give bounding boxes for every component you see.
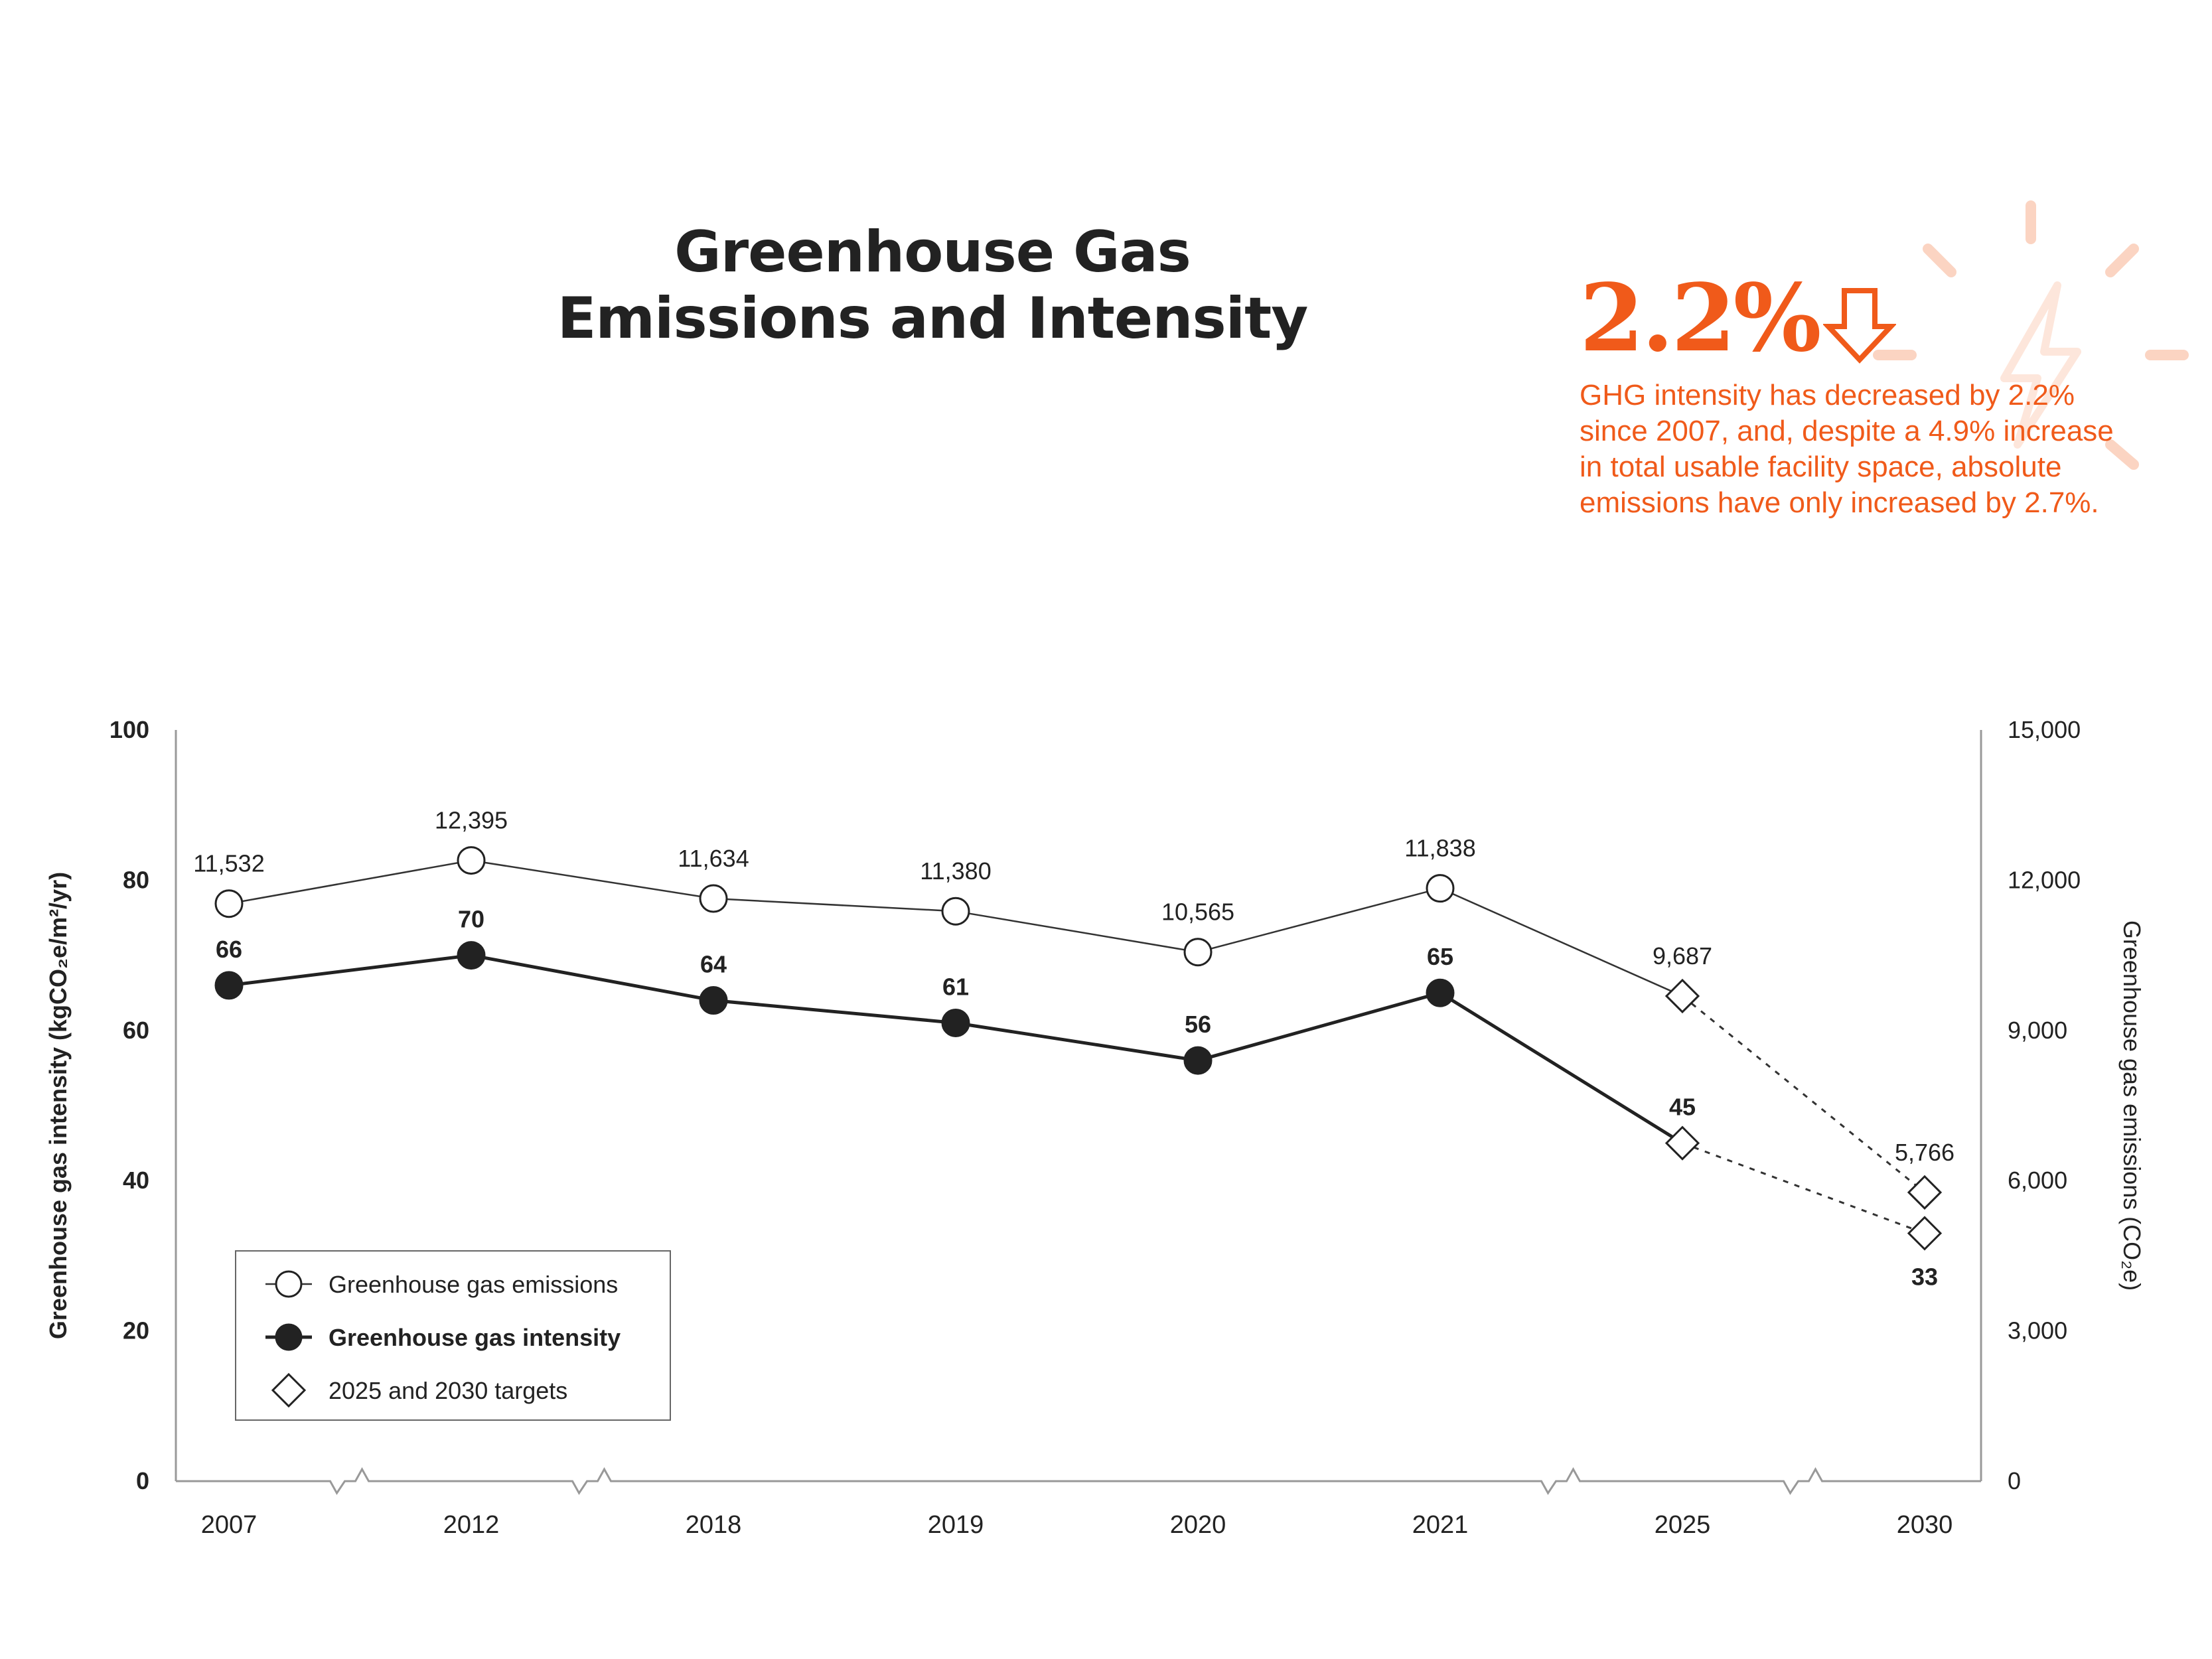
intensity-data-label: 56 bbox=[1185, 1011, 1211, 1038]
intensity-data-label: 33 bbox=[1911, 1263, 1938, 1290]
x-tick-label: 2021 bbox=[1412, 1511, 1469, 1539]
emissions-data-label: 11,838 bbox=[1404, 835, 1475, 862]
intensity-data-label: 66 bbox=[216, 936, 242, 963]
chart-labels: 11,532 66 12,395 70 11,634 64 11,380 61 10,565 56… bbox=[193, 807, 1954, 1291]
legend-filled-circle-icon bbox=[275, 1323, 303, 1351]
intensity-point bbox=[457, 941, 486, 970]
emissions-data-label: 10,565 bbox=[1161, 899, 1234, 926]
title-line-1: Greenhouse Gas bbox=[674, 219, 1191, 285]
callout-value: 2.2% bbox=[1580, 264, 1822, 373]
y-right-tick-label: 15,000 bbox=[2008, 716, 2081, 743]
emissions-data-label: 12,395 bbox=[435, 807, 508, 834]
chart-marks bbox=[214, 846, 1943, 1251]
emissions-data-label: 11,532 bbox=[193, 850, 264, 877]
x-tick-label: 2018 bbox=[686, 1511, 742, 1539]
axis-break-icon bbox=[1775, 1467, 1832, 1495]
x-tick-label: 2030 bbox=[1897, 1511, 1953, 1539]
y-axis-left-title: Greenhouse gas intensity (kgCO₂e/m²/yr) bbox=[44, 872, 72, 1339]
page-title: Greenhouse Gas Emissions and Intensity bbox=[0, 219, 1865, 352]
emissions-data-label: 9,687 bbox=[1653, 942, 1712, 970]
legend-label: 2025 and 2030 targets bbox=[329, 1377, 567, 1404]
intensity-target-line bbox=[1682, 1142, 1925, 1234]
y-left-tick-label: 100 bbox=[110, 716, 149, 743]
down-arrow-icon bbox=[1822, 288, 1896, 364]
sun-icon bbox=[1873, 200, 2189, 470]
intensity-point bbox=[1183, 1046, 1213, 1075]
emissions-target-line bbox=[1682, 995, 1925, 1194]
intensity-target-point bbox=[1664, 1125, 1700, 1161]
y-left-tick-label: 40 bbox=[123, 1167, 149, 1194]
axis-break-icon bbox=[1533, 1467, 1589, 1495]
emissions-point bbox=[699, 884, 728, 913]
x-tick-label: 2007 bbox=[201, 1511, 258, 1539]
y-right-tick-label: 6,000 bbox=[2008, 1167, 2067, 1194]
intensity-point bbox=[699, 986, 728, 1015]
intensity-target-point bbox=[1907, 1216, 1943, 1251]
intensity-point bbox=[1426, 978, 1455, 1007]
x-tick-label: 2019 bbox=[928, 1511, 984, 1539]
emissions-data-label: 11,380 bbox=[920, 857, 991, 885]
y-left-tick-label: 20 bbox=[123, 1317, 149, 1344]
y-right-tick-label: 0 bbox=[2008, 1467, 2021, 1494]
y-left-tick-label: 60 bbox=[123, 1017, 149, 1044]
legend-diamond-icon bbox=[271, 1372, 307, 1408]
y-left-tick-label: 80 bbox=[123, 866, 149, 893]
intensity-point bbox=[214, 971, 244, 1000]
emissions-data-label: 11,634 bbox=[678, 845, 749, 872]
emissions-point bbox=[1426, 874, 1455, 903]
y-right-tick-label: 9,000 bbox=[2008, 1017, 2067, 1044]
emissions-target-point bbox=[1907, 1175, 1943, 1210]
intensity-data-label: 45 bbox=[1669, 1094, 1696, 1121]
emissions-point bbox=[457, 846, 486, 875]
intensity-point bbox=[941, 1008, 970, 1037]
axis-break-icon bbox=[564, 1467, 621, 1495]
y-left-tick-label: 0 bbox=[136, 1467, 149, 1494]
y-right-tick-label: 3,000 bbox=[2008, 1317, 2067, 1344]
intensity-data-label: 65 bbox=[1427, 943, 1453, 970]
legend-label: Greenhouse gas intensity bbox=[329, 1324, 621, 1351]
legend-open-circle-icon bbox=[275, 1270, 303, 1298]
x-tick-label: 2012 bbox=[443, 1511, 500, 1539]
legend: Greenhouse gas emissions Greenhouse gas i… bbox=[235, 1250, 671, 1421]
x-tick-label: 2025 bbox=[1655, 1511, 1711, 1539]
title-line-2: Emissions and Intensity bbox=[557, 285, 1309, 352]
callout-text: GHG intensity has decreased by 2.2% sinc… bbox=[1580, 379, 2114, 519]
intensity-data-label: 64 bbox=[700, 951, 727, 978]
axis-break-icon bbox=[322, 1467, 378, 1495]
emissions-point bbox=[941, 897, 970, 926]
emissions-data-label: 5,766 bbox=[1895, 1139, 1954, 1166]
chart-axes: 0 20 40 60 80 100 0 3,000 6,000 9,000 12,000 15,000… bbox=[44, 716, 2146, 1539]
y-right-tick-label: 12,000 bbox=[2008, 866, 2081, 893]
x-tick-label: 2020 bbox=[1170, 1511, 1226, 1539]
y-axis-right-title: Greenhouse gas emissions (CO₂e) bbox=[2118, 920, 2146, 1291]
callout-stat: 2.2% bbox=[1580, 269, 2124, 368]
emissions-point bbox=[1183, 938, 1213, 967]
callout: 2.2% GHG intensity has decreased by 2.2%… bbox=[1580, 269, 2124, 521]
intensity-data-label: 70 bbox=[458, 906, 484, 933]
emissions-point bbox=[214, 889, 244, 918]
emissions-target-point bbox=[1664, 978, 1700, 1014]
legend-label: Greenhouse gas emissions bbox=[329, 1271, 618, 1298]
intensity-data-label: 61 bbox=[942, 973, 969, 1000]
